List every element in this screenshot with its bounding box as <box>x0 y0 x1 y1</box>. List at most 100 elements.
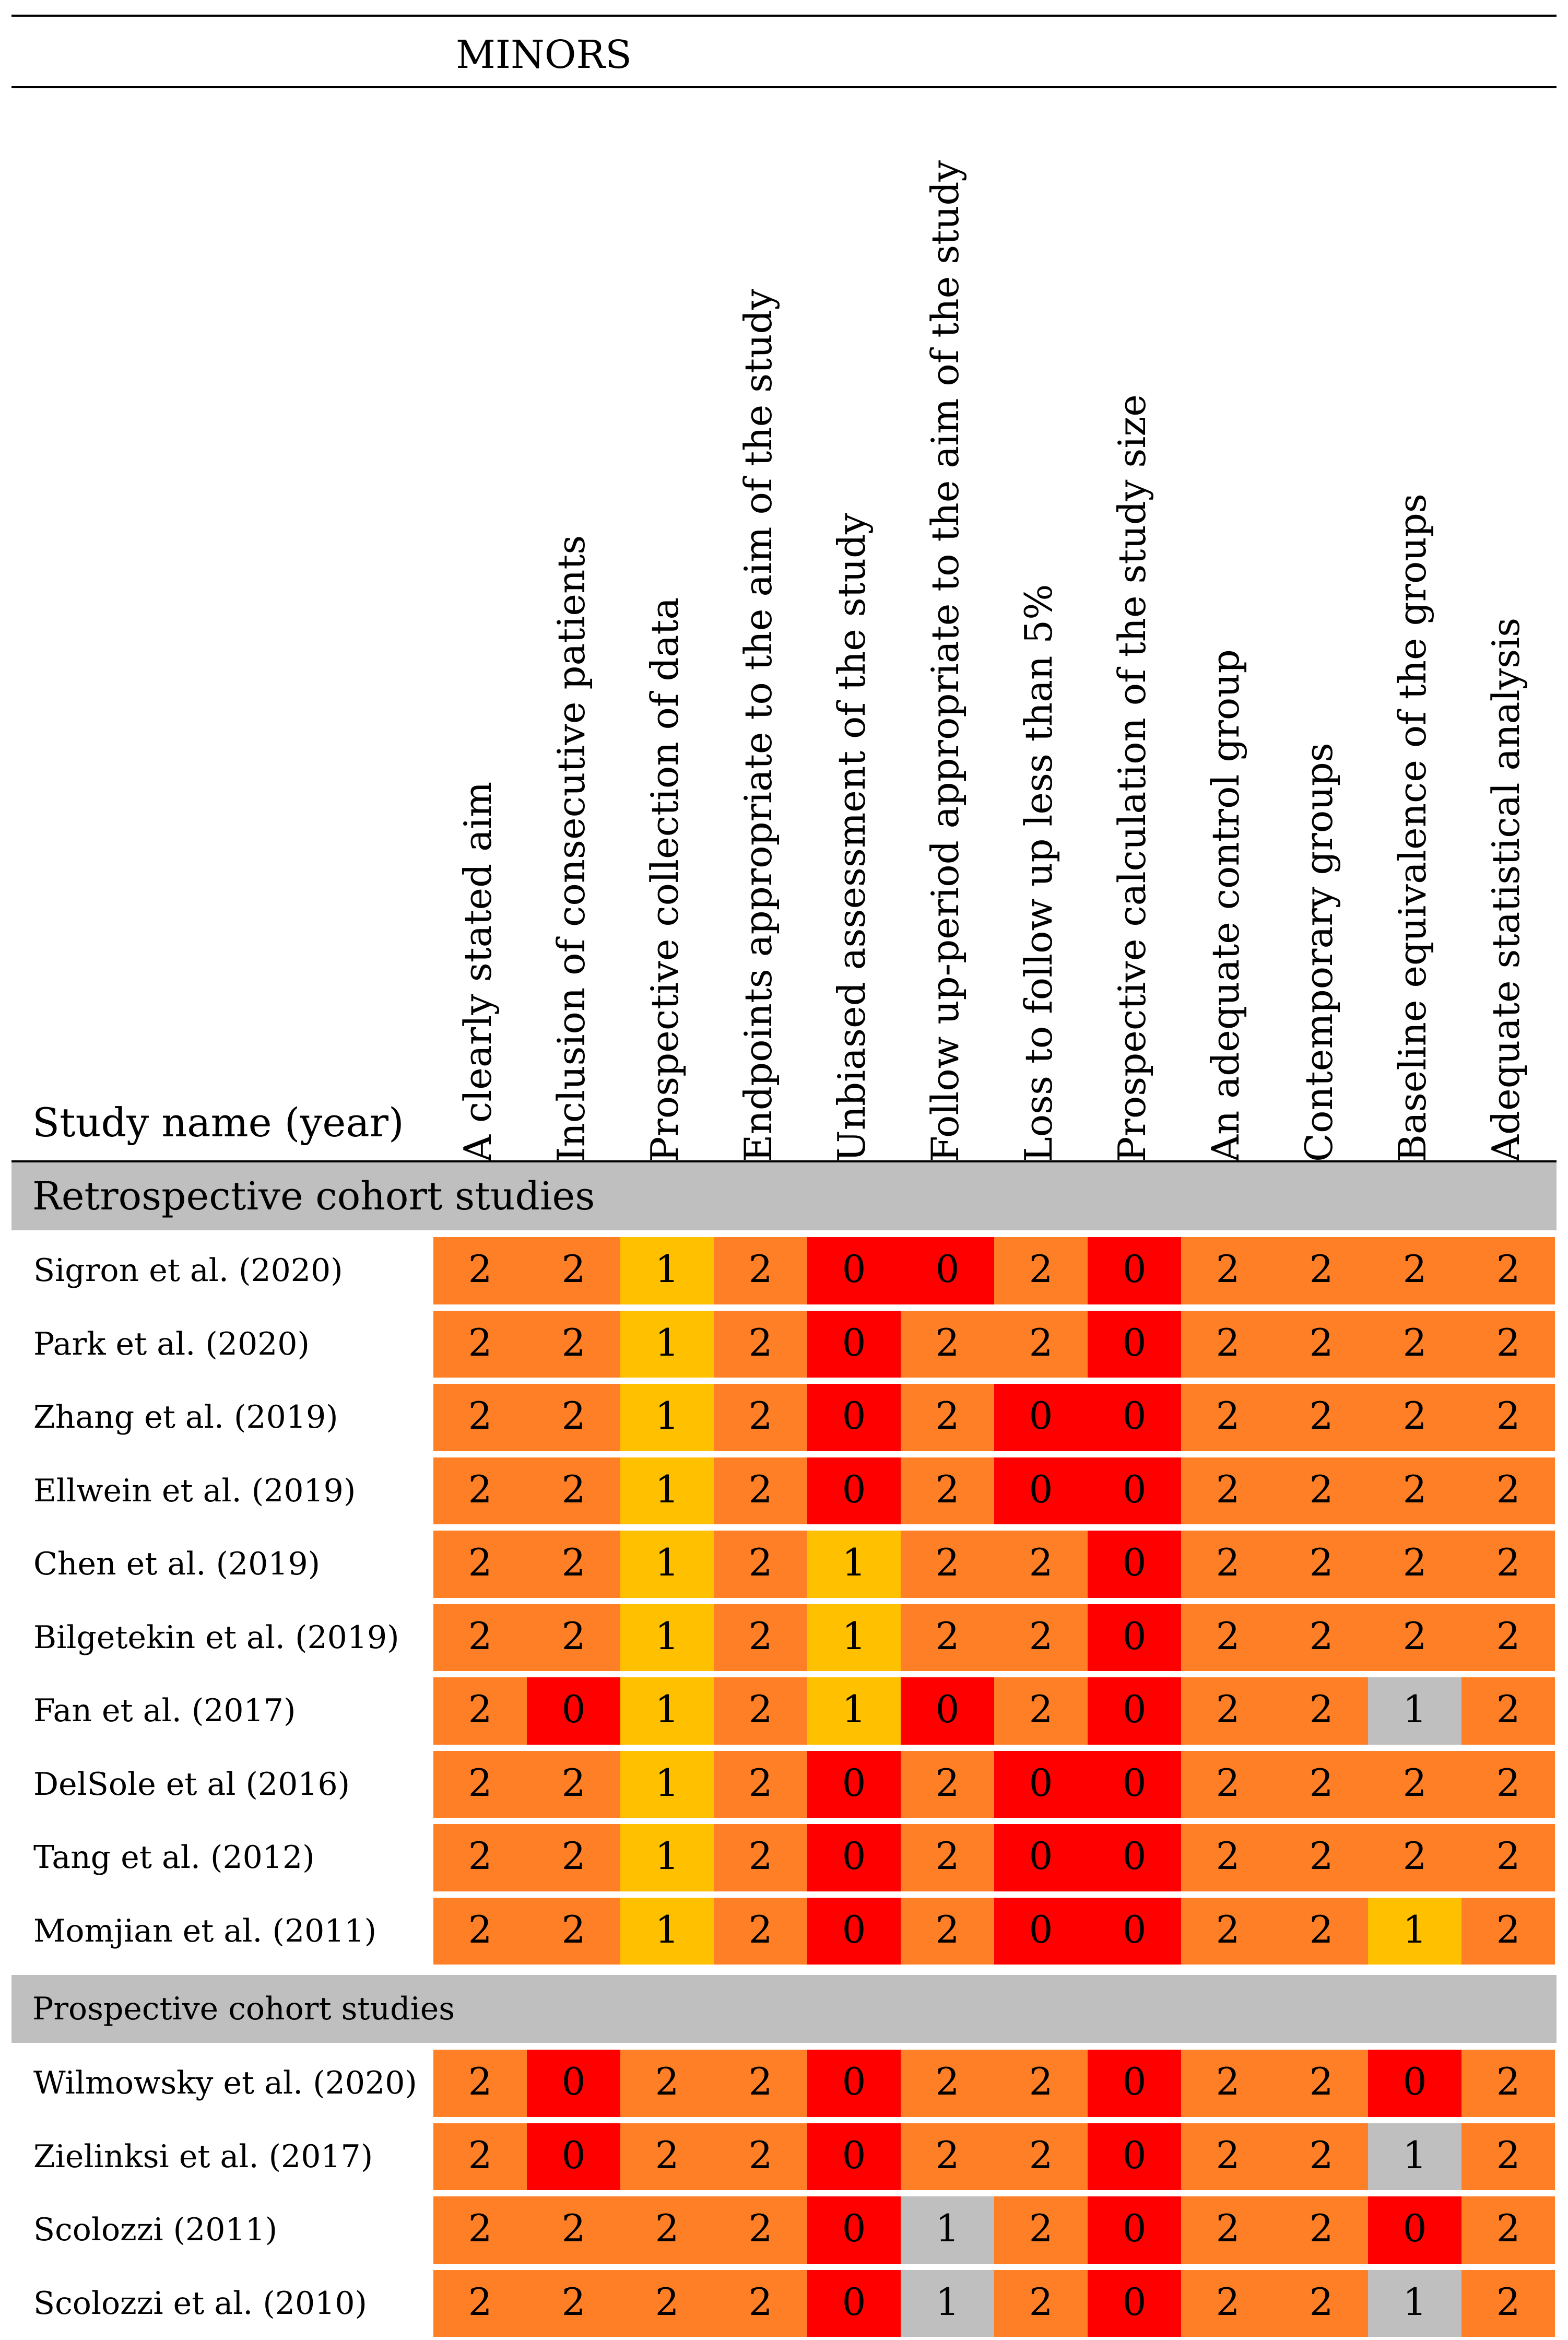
score-cell: 2 <box>1181 2050 1275 2117</box>
score-cell: 2 <box>1368 1750 1461 1818</box>
score-cell: 2 <box>433 1384 527 1451</box>
score-cell: 2 <box>1181 1897 1275 1965</box>
score-cell: 1 <box>620 1310 714 1378</box>
score-cell: 2 <box>1461 2050 1555 2117</box>
section-prospective: Prospective cohort studies <box>11 1975 1557 2043</box>
score-cell: 0 <box>994 1750 1088 1818</box>
study-name-column-header: Study name (year) <box>32 1099 404 1146</box>
score-cell: 2 <box>994 2050 1088 2117</box>
score-cell: 2 <box>1461 1604 1555 1671</box>
score-cell: 0 <box>527 2123 620 2190</box>
score-cell: 2 <box>1275 2050 1368 2117</box>
score-cell: 2 <box>901 1824 994 1891</box>
score-cell: 1 <box>620 1531 714 1598</box>
score-cell: 1 <box>620 1897 714 1965</box>
table-row: Fan et al. (2017) 2 0 1 2 1 0 2 0 2 2 1 2 <box>11 1677 1557 1745</box>
study-name: Momjian et al. (2011) <box>33 1912 377 1949</box>
score-cell: 2 <box>433 1604 527 1671</box>
score-cell: 2 <box>527 1237 620 1304</box>
score-cell: 2 <box>714 1897 807 1965</box>
score-cell: 2 <box>714 1457 807 1524</box>
criterion-header-label: Endpoints appropriate to the aim of the … <box>736 288 780 1162</box>
score-cell: 0 <box>807 1310 901 1378</box>
score-cell: 2 <box>433 1824 527 1891</box>
score-cell: 0 <box>807 2050 901 2117</box>
study-name: DelSole et al (2016) <box>33 1766 350 1803</box>
score-cell: 1 <box>1368 2270 1461 2337</box>
score-cell: 2 <box>433 2196 527 2264</box>
score-cell: 0 <box>994 1897 1088 1965</box>
title-rule <box>11 86 1557 88</box>
score-cell: 0 <box>1088 1824 1181 1891</box>
score-cell: 0 <box>1088 1897 1181 1965</box>
table-row: Zhang et al. (2019) 2 2 1 2 0 2 0 0 2 2 2 2 <box>11 1384 1557 1451</box>
score-cell: 2 <box>620 2270 714 2337</box>
score-cell: 2 <box>1275 1384 1368 1451</box>
score-cell: 2 <box>1275 1310 1368 1378</box>
score-cell: 1 <box>807 1531 901 1598</box>
table-row: Scolozzi et al. (2010) 2 2 2 2 0 1 2 0 2 2 1 2 <box>11 2270 1557 2337</box>
score-cell: 2 <box>901 2123 994 2190</box>
score-cell: 2 <box>994 2270 1088 2337</box>
score-cell: 1 <box>620 1750 714 1818</box>
score-cell: 0 <box>1088 1677 1181 1745</box>
score-cell: 2 <box>527 1310 620 1378</box>
score-cell: 2 <box>1461 2196 1555 2264</box>
score-cell: 2 <box>1368 1824 1461 1891</box>
score-cell: 2 <box>1181 1604 1275 1671</box>
score-cell: 1 <box>1368 1677 1461 1745</box>
score-cell: 2 <box>620 2123 714 2190</box>
score-cell: 0 <box>901 1677 994 1745</box>
score-cell: 2 <box>620 2050 714 2117</box>
criterion-header-label: Unbiased assessment of the study <box>829 513 874 1162</box>
score-cell: 2 <box>994 1237 1088 1304</box>
score-cell: 1 <box>620 1604 714 1671</box>
score-cell: 2 <box>1461 1531 1555 1598</box>
score-cell: 0 <box>807 2123 901 2190</box>
score-cell: 2 <box>714 2270 807 2337</box>
score-cell: 2 <box>527 1384 620 1451</box>
score-cell: 2 <box>433 1531 527 1598</box>
criterion-header-label: An adequate control group <box>1203 649 1247 1162</box>
table-row: Zielinksi et al. (2017) 2 0 2 2 0 2 2 0 2 2 1 2 <box>11 2123 1557 2190</box>
score-cell: 2 <box>1181 1457 1275 1524</box>
table-row: Bilgetekin et al. (2019) 2 2 1 2 1 2 2 0 2 2 2 2 <box>11 1604 1557 1671</box>
study-name: Zhang et al. (2019) <box>33 1399 338 1436</box>
score-cell: 0 <box>1088 1604 1181 1671</box>
table-title: MINORS <box>456 32 632 77</box>
score-cell: 0 <box>807 1457 901 1524</box>
score-cell: 2 <box>1461 1677 1555 1745</box>
study-name: Scolozzi et al. (2010) <box>33 2285 367 2322</box>
score-cell: 2 <box>1275 2270 1368 2337</box>
criterion-header-label: Baseline equivalence of the groups <box>1390 493 1434 1162</box>
score-cell: 0 <box>807 1237 901 1304</box>
table-row: Park et al. (2020) 2 2 1 2 0 2 2 0 2 2 2 2 <box>11 1310 1557 1378</box>
score-cell: 2 <box>901 1897 994 1965</box>
score-cell: 0 <box>1088 1237 1181 1304</box>
score-cell: 2 <box>1181 1310 1275 1378</box>
score-cell: 2 <box>714 2123 807 2190</box>
table-row: Sigron et al. (2020) 2 2 1 2 0 0 2 0 2 2 2 2 <box>11 1237 1557 1304</box>
score-cell: 2 <box>1461 1457 1555 1524</box>
score-cell: 2 <box>1368 1604 1461 1671</box>
score-cell: 0 <box>807 2196 901 2264</box>
table-row: Scolozzi (2011) 2 2 2 2 0 1 2 0 2 2 0 2 <box>11 2196 1557 2264</box>
score-cell: 2 <box>433 1457 527 1524</box>
score-cell: 0 <box>1368 2196 1461 2264</box>
score-cell: 2 <box>1461 1237 1555 1304</box>
score-cell: 2 <box>1181 1750 1275 1818</box>
score-cell: 2 <box>433 1750 527 1818</box>
score-cell: 1 <box>620 1824 714 1891</box>
score-cell: 2 <box>1181 1237 1275 1304</box>
score-cell: 2 <box>433 2050 527 2117</box>
score-cell: 2 <box>433 1310 527 1378</box>
score-cell: 2 <box>433 1677 527 1745</box>
score-cell: 2 <box>527 1531 620 1598</box>
score-cell: 2 <box>714 2050 807 2117</box>
score-cell: 2 <box>714 1310 807 1378</box>
study-name: Scolozzi (2011) <box>33 2212 278 2249</box>
score-cell: 2 <box>527 1604 620 1671</box>
score-cell: 2 <box>994 1531 1088 1598</box>
table-row: DelSole et al (2016) 2 2 1 2 0 2 0 0 2 2 2 2 <box>11 1750 1557 1818</box>
score-cell: 0 <box>807 1897 901 1965</box>
